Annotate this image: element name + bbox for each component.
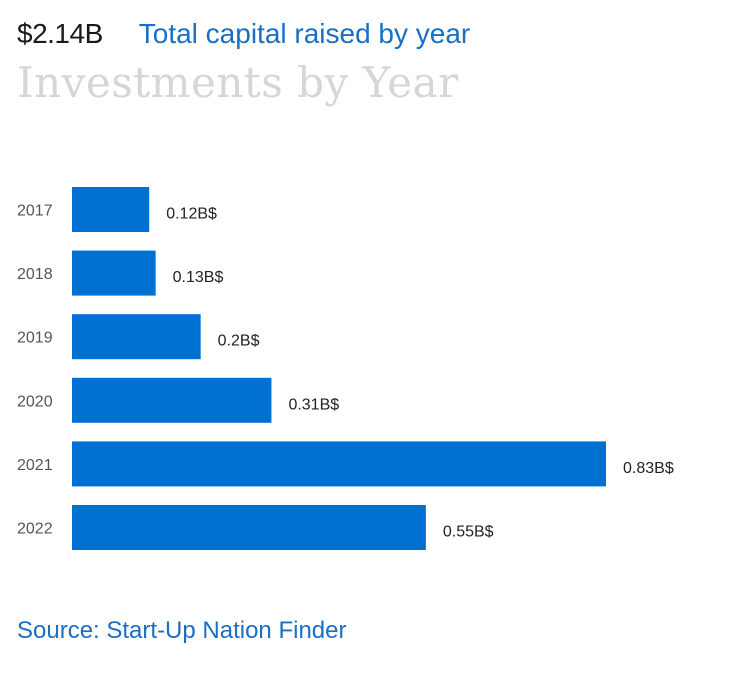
bar-2022[interactable] [72, 505, 426, 550]
category-tick-label: 2021 [17, 457, 53, 474]
bar-2017[interactable] [72, 187, 150, 232]
bar-value-label: 0.2B$ [218, 333, 260, 350]
category-tick-label: 2017 [17, 203, 53, 220]
category-tick-label: 2020 [17, 393, 53, 410]
bar-2021[interactable] [72, 441, 606, 487]
total-amount: $2.14B [17, 18, 103, 49]
bar-value-label: 0.12B$ [166, 206, 217, 223]
summary-header: $2.14B Total capital raised by year [17, 14, 470, 54]
bar-2018[interactable] [72, 250, 156, 296]
bar-value-label: 0.55B$ [443, 524, 494, 541]
category-tick-label: 2019 [17, 330, 53, 347]
total-caption: Total capital raised by year [138, 18, 471, 49]
source-link[interactable]: Source: Start-Up Nation Finder [17, 617, 347, 644]
chart-title: Investments by Year [17, 58, 459, 107]
bar-value-label: 0.83B$ [623, 460, 674, 477]
bar-value-label: 0.13B$ [173, 269, 224, 286]
bar-2019[interactable] [72, 314, 201, 360]
bar-2020[interactable] [72, 377, 272, 423]
bar-chart: 2017 0.12B$ 2018 0.13B$ 2019 0.2B$ 2020 0.31B$ 2… [17, 187, 674, 550]
category-tick-label: 2018 [17, 266, 53, 283]
category-tick-label: 2022 [17, 521, 53, 538]
bar-value-label: 0.31B$ [288, 396, 339, 413]
